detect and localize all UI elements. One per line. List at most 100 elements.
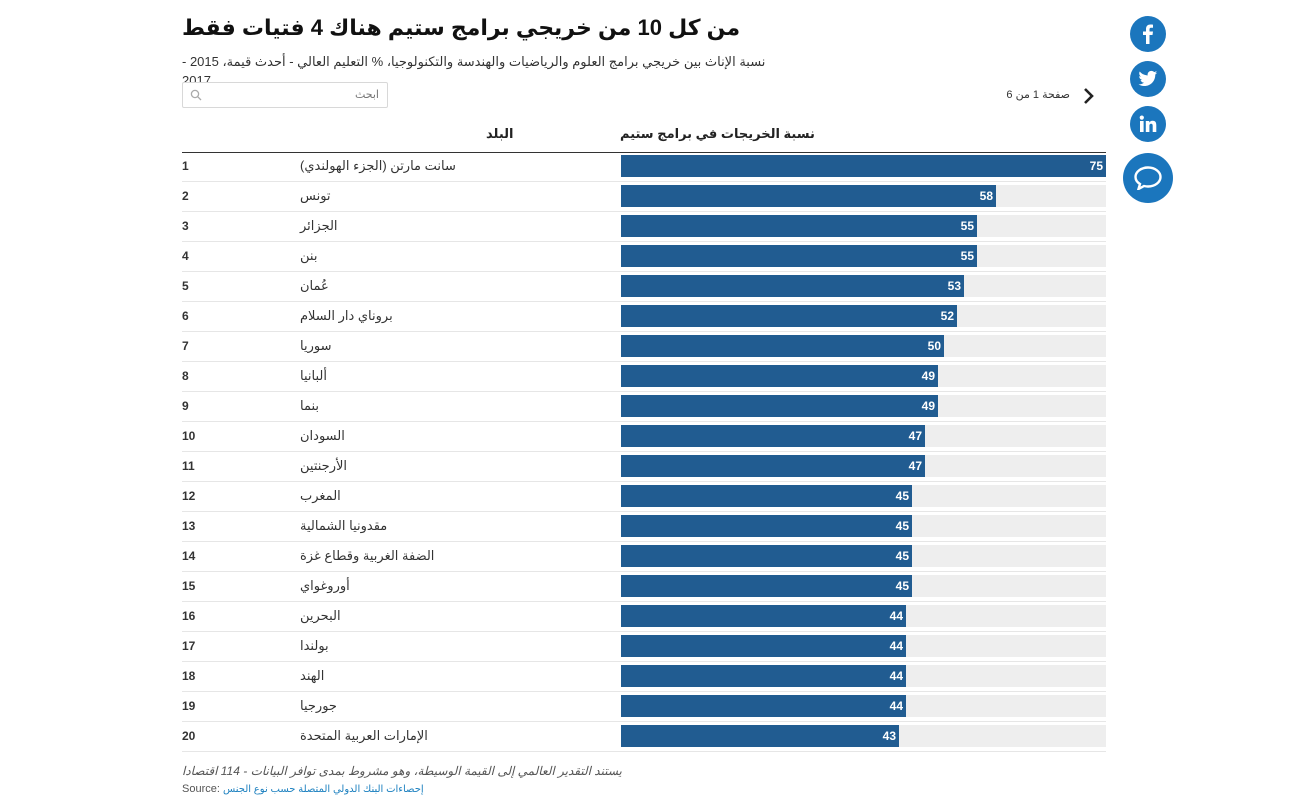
country-label: البحرين [300,608,341,623]
bar [621,335,944,357]
country-label: عُمان [300,278,329,293]
chart-title: من كل 10 من خريجي برامج ستيم هناك 4 فتيا… [182,15,741,40]
bar-track: 55 [621,245,1106,267]
facebook-icon [1143,24,1153,44]
source-link[interactable]: إحصاءات البنك الدولي المتصلة حسب نوع الج… [222,784,424,795]
bar-track: 49 [621,365,1106,387]
twitter-share-button[interactable] [1130,61,1166,97]
bar [621,185,996,207]
bar-value-label: 44 [889,699,903,713]
table-row: 14 الضفة الغربية وقطاع غزة 45 [182,542,1106,572]
bar-value-label: 53 [947,279,961,293]
rank-label: 11 [182,459,195,473]
rank-label: 2 [182,189,189,203]
rank-label: 16 [182,609,196,623]
column-header-value: نسبة الخريجات في برامج ستيم [620,126,815,141]
column-header-country: البلد [486,126,514,141]
table-row: 16 البحرين 44 [182,602,1106,632]
bar-track: 43 [621,725,1106,747]
rank-label: 19 [182,699,196,713]
rank-label: 9 [182,399,189,413]
bar [621,575,912,597]
country-label: الإمارات العربية المتحدة [300,728,428,743]
bar-track: 55 [621,215,1106,237]
bar-track: 53 [621,275,1106,297]
rank-label: 7 [182,339,189,353]
bar-value-label: 75 [1089,159,1103,173]
bar-value-label: 55 [960,219,974,233]
rank-label: 1 [182,159,189,173]
bar-value-label: 47 [908,429,922,443]
rank-label: 18 [182,669,196,683]
bar-value-label: 55 [960,249,974,263]
footnote: يستند التقدير العالمي إلى القيمة الوسيطة… [182,764,622,778]
table-row: 20 الإمارات العربية المتحدة 43 [182,722,1106,752]
table-row: 7 سوريا 50 [182,332,1106,362]
rank-label: 20 [182,729,196,743]
bar [621,485,912,507]
comment-button[interactable] [1123,153,1173,203]
country-label: أوروغواي [300,578,350,593]
rank-label: 14 [182,549,196,563]
linkedin-share-button[interactable] [1130,106,1166,142]
rank-label: 8 [182,369,189,383]
bar-value-label: 52 [940,309,954,323]
table-row: 18 الهند 44 [182,662,1106,692]
bar-track: 47 [621,455,1106,477]
table-row: 3 الجزائر 55 [182,212,1106,242]
table-row: 11 الأرجنتين 47 [182,452,1106,482]
rank-label: 3 [182,219,189,233]
bar [621,665,906,687]
bar-track: 45 [621,485,1106,507]
table-header: البلد نسبة الخريجات في برامج ستيم [182,120,1106,153]
country-label: المغرب [300,488,341,503]
rank-label: 4 [182,249,189,263]
table-row: 13 مقدونيا الشمالية 45 [182,512,1106,542]
country-label: بنما [300,398,320,413]
bar [621,545,912,567]
page-indicator: صفحة 1 من 6 [1006,89,1070,101]
table-row: 6 بروناي دار السلام 52 [182,302,1106,332]
bar-value-label: 45 [895,579,909,593]
chevron-right-icon [1084,88,1094,104]
country-label: السودان [300,428,345,443]
linkedin-icon [1139,115,1157,132]
facebook-share-button[interactable] [1130,16,1166,52]
table-row: 17 بولندا 44 [182,632,1106,662]
table-row: 5 عُمان 53 [182,272,1106,302]
bar-value-label: 45 [895,519,909,533]
bar-track: 44 [621,695,1106,717]
source-label: Source: [182,783,220,795]
country-label: بنن [300,248,318,263]
rank-label: 13 [182,519,196,533]
country-label: مقدونيا الشمالية [300,518,388,533]
bar-value-label: 47 [908,459,922,473]
bar-track: 49 [621,395,1106,417]
table-row: 1 سانت مارتن (الجزء الهولندي) 75 [182,152,1106,182]
next-page-button[interactable] [1078,84,1100,108]
bar [621,725,899,747]
bar-value-label: 58 [979,189,993,203]
country-label: جورجيا [300,698,337,713]
table-row: 10 السودان 47 [182,422,1106,452]
bar-track: 45 [621,575,1106,597]
bar-track: 44 [621,665,1106,687]
table-row: 12 المغرب 45 [182,482,1106,512]
country-label: الجزائر [300,218,338,233]
country-label: سانت مارتن (الجزء الهولندي) [300,158,456,173]
country-label: ألبانيا [300,368,327,383]
bar-track: 44 [621,605,1106,627]
search-input[interactable] [182,82,388,108]
bar-value-label: 50 [927,339,941,353]
rank-label: 15 [182,579,196,593]
bar-track: 58 [621,185,1106,207]
country-label: الهند [300,668,325,683]
rank-label: 6 [182,309,189,323]
bar [621,275,964,297]
bar [621,635,906,657]
country-label: تونس [300,188,331,203]
table-row: 8 ألبانيا 49 [182,362,1106,392]
comment-icon [1134,166,1162,190]
table-row: 19 جورجيا 44 [182,692,1106,722]
bar [621,215,977,237]
